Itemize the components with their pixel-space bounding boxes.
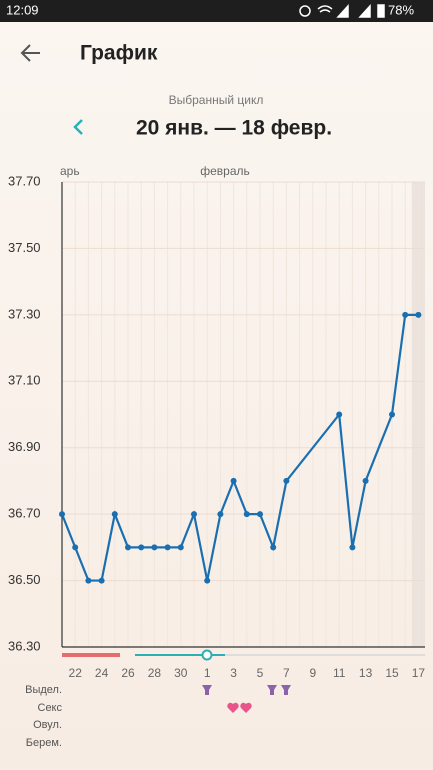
heart-icons: [227, 702, 252, 713]
chart: 36.30 36.50 36.70 36.90 37.10 37.30 37.50 37.70…: [8, 164, 425, 680]
temperature-point: [336, 411, 343, 418]
x-tick-label: 7: [283, 666, 290, 680]
x-tick-label: 15: [385, 666, 399, 680]
back-button[interactable]: [20, 44, 40, 62]
x-tick-label: 28: [148, 666, 162, 680]
discharge-icons: [202, 685, 291, 695]
cycle-range: 20 янв. — 18 февр.: [136, 117, 332, 140]
x-tick-label: 13: [359, 666, 373, 680]
y-tick-label: 37.10: [8, 373, 41, 388]
y-tick-label: 37.30: [8, 306, 41, 321]
x-tick-label: 24: [95, 666, 109, 680]
x-tick-label: 11: [333, 666, 346, 680]
month-label: февраль: [200, 164, 250, 178]
temperature-point: [402, 311, 409, 318]
temperature-line: [60, 313, 419, 582]
row-label: Берем.: [26, 737, 62, 749]
cycle-label: Выбранный цикл: [169, 93, 264, 107]
x-tick-label: 26: [121, 666, 135, 680]
row-label: Выдел.: [25, 684, 62, 696]
status-time: 12:09: [6, 2, 39, 17]
temperature-point: [362, 477, 369, 484]
x-tick-label: 9: [309, 666, 316, 680]
x-tick-label: 5: [257, 666, 264, 680]
temperature-point: [230, 477, 237, 484]
x-tick-label: 3: [230, 666, 237, 680]
y-tick-label: 36.90: [8, 439, 41, 454]
temperature-point: [257, 511, 263, 518]
ovulation-marker: [201, 649, 213, 661]
temperature-point: [283, 477, 290, 484]
temperature-point: [164, 544, 171, 551]
x-tick-label: 17: [412, 666, 426, 680]
x-tick-label: 22: [69, 666, 83, 680]
y-tick-label: 37.70: [8, 173, 41, 188]
prev-cycle[interactable]: [73, 119, 83, 135]
status-icons: [299, 4, 385, 18]
period-bar: [62, 653, 120, 657]
temperature-point: [59, 511, 65, 518]
temperature-point: [98, 577, 105, 584]
temperature-point: [243, 511, 250, 518]
status-battery: 78%: [388, 2, 414, 17]
row-label: Овул.: [33, 719, 62, 731]
screen-title: График: [80, 42, 158, 65]
temperature-point: [191, 511, 197, 518]
temperature-point: [138, 544, 145, 551]
y-tick-label: 36.50: [8, 572, 41, 587]
temperature-point: [177, 544, 184, 551]
temperature-point: [125, 544, 131, 551]
temperature-point: [389, 411, 395, 418]
x-tick-label: 30: [174, 666, 188, 680]
x-tick-label: 1: [204, 666, 211, 680]
row-label: Секс: [38, 702, 63, 714]
temperature-point: [415, 311, 422, 318]
temperature-point: [204, 577, 211, 584]
month-label: арь: [60, 164, 80, 178]
temperature-point: [270, 544, 277, 551]
y-tick-label: 36.70: [8, 506, 41, 521]
temperature-point: [72, 544, 79, 551]
y-tick-label: 37.50: [8, 240, 41, 255]
temperature-point: [151, 544, 158, 551]
temperature-point: [111, 511, 118, 518]
y-tick-label: 36.30: [8, 638, 41, 653]
temperature-point: [217, 511, 224, 518]
temperature-point: [349, 544, 356, 551]
temperature-point: [85, 577, 92, 584]
